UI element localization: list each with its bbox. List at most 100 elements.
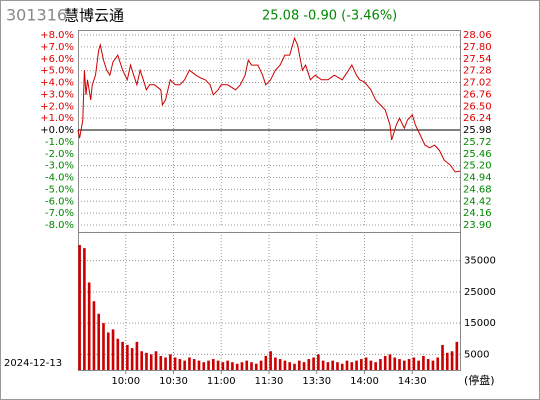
- volume-bar: [445, 352, 449, 370]
- x-tick-label: 13:30: [302, 376, 331, 387]
- volume-bar: [426, 359, 430, 370]
- status: (停盘): [464, 373, 495, 387]
- volume-bar: [417, 360, 420, 370]
- volume-bar: [140, 351, 144, 370]
- y-tick-label: 25.20: [463, 161, 492, 172]
- x-tick-label: 14:00: [350, 376, 379, 387]
- volume-bar: [159, 355, 163, 370]
- volume-bar: [398, 359, 401, 370]
- y-tick-label: 23.90: [463, 220, 492, 231]
- y2-tick-label: -7.0%: [45, 208, 74, 219]
- volume-bar: [207, 360, 210, 370]
- y-tick-label: 15000: [464, 318, 496, 329]
- volume-bar: [240, 362, 244, 370]
- y2-tick-label: -5.0%: [45, 184, 74, 195]
- volume-bar: [345, 360, 349, 370]
- y-tick-label: 26.50: [463, 101, 492, 112]
- x-tick-label: 11:30: [255, 376, 284, 387]
- y2-tick-label: +0.0%: [40, 125, 74, 136]
- volume-bar: [254, 363, 258, 370]
- volume-bar: [302, 362, 306, 370]
- stock-code: 301316: [6, 6, 67, 25]
- x-tick-label: 10:30: [159, 376, 188, 387]
- volume-bar: [235, 363, 239, 370]
- y-tick-label: 28.06: [463, 30, 492, 41]
- volume-bar: [92, 301, 96, 370]
- volume-bar: [283, 360, 287, 370]
- volume-bar: [154, 351, 158, 370]
- y2-tick-label: +5.0%: [40, 66, 74, 77]
- volume-bar: [169, 354, 172, 370]
- volume-bar: [231, 362, 234, 370]
- volume-bar: [111, 329, 115, 370]
- volume-bar: [407, 359, 411, 370]
- y-tick-label: 27.28: [463, 66, 492, 77]
- volume-bar: [221, 362, 225, 370]
- volume-bar: [106, 332, 110, 370]
- y-tick-label: 27.80: [463, 42, 492, 53]
- y-tick-label: 26.24: [463, 113, 492, 124]
- volume-bar: [102, 323, 105, 370]
- y2-tick-label: -3.0%: [45, 161, 74, 172]
- volume-bar: [360, 359, 363, 370]
- volume-bar: [307, 359, 311, 370]
- volume-bar: [250, 362, 253, 370]
- volume-bar: [455, 341, 459, 370]
- volume-bar: [259, 360, 263, 370]
- y-tick-label: 24.42: [463, 196, 492, 207]
- y2-tick-label: -6.0%: [45, 196, 74, 207]
- volume-bar: [340, 363, 344, 370]
- volume-bar: [87, 282, 91, 370]
- volume-bar: [278, 359, 282, 370]
- y-tick-label: 24.16: [463, 208, 492, 219]
- volume-bar: [293, 363, 296, 370]
- date: 2024-12-13: [4, 358, 62, 369]
- y2-tick-label: +4.0%: [40, 78, 74, 89]
- volume-bar: [126, 345, 129, 370]
- y2-tick-label: -8.0%: [45, 220, 74, 231]
- volume-bar: [403, 360, 406, 370]
- volume-bar: [431, 360, 435, 370]
- volume-bar: [288, 362, 292, 370]
- volume-bar: [369, 360, 373, 370]
- volume-bar: [135, 341, 139, 370]
- volume-bar: [379, 359, 382, 370]
- y2-tick-label: -4.0%: [45, 173, 74, 184]
- volume-bar: [355, 360, 358, 370]
- volume-bar: [130, 348, 134, 370]
- y-tick-label: 26.76: [463, 89, 492, 100]
- volume-bar: [202, 362, 206, 370]
- volume-bar: [317, 354, 320, 370]
- volume-bar: [83, 248, 86, 370]
- volume-bar: [97, 313, 101, 370]
- volume-bar: [226, 360, 229, 370]
- volume-bar: [388, 354, 392, 370]
- y2-tick-label: +1.0%: [40, 113, 74, 124]
- y-tick-label: 25.46: [463, 149, 492, 160]
- y-tick-label: 25.72: [463, 137, 492, 148]
- volume-bar: [78, 245, 81, 370]
- volume-bar: [212, 359, 215, 370]
- y2-tick-label: +3.0%: [40, 89, 74, 100]
- price-line: [77, 36, 461, 173]
- quote: 25.08 -0.90 (-3.46%): [262, 9, 397, 24]
- y2-tick-label: +6.0%: [40, 54, 74, 65]
- y-tick-label: 25.98: [463, 125, 492, 136]
- volume-bar: [269, 351, 272, 370]
- volume-bar: [121, 341, 124, 370]
- volume-bar: [149, 354, 153, 370]
- volume-bar: [393, 357, 397, 370]
- volume-bar: [383, 355, 387, 370]
- volume-bar: [173, 357, 177, 370]
- y-tick-label: 5000: [464, 349, 489, 360]
- y-tick-label: 25000: [464, 287, 496, 298]
- x-tick-label: 11:00: [207, 376, 236, 387]
- volume-bar: [364, 357, 368, 370]
- y-tick-label: 27.02: [463, 78, 492, 89]
- volume-bar: [178, 359, 182, 370]
- volume-bar: [436, 357, 440, 370]
- volume-bar: [145, 352, 148, 370]
- y-tick-label: 24.94: [463, 173, 492, 184]
- volume-bar: [422, 355, 425, 370]
